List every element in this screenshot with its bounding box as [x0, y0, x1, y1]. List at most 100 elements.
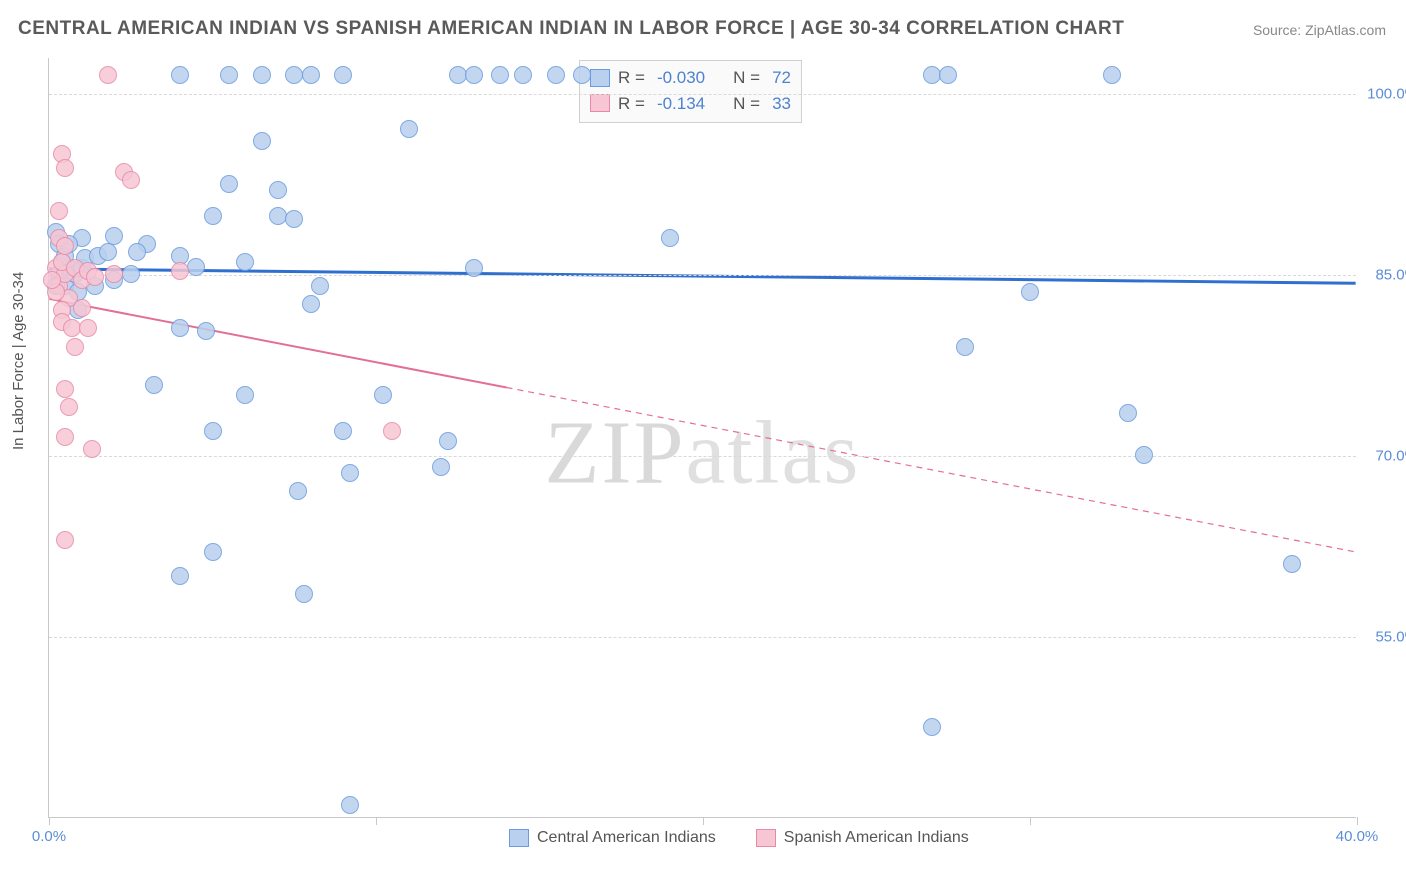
scatter-point	[573, 66, 591, 84]
scatter-point	[83, 440, 101, 458]
scatter-point	[122, 265, 140, 283]
gridline-h	[49, 275, 1356, 276]
x-tick	[49, 817, 50, 825]
scatter-point	[56, 380, 74, 398]
source-label: Source: ZipAtlas.com	[1253, 22, 1386, 38]
scatter-point	[63, 319, 81, 337]
scatter-point	[939, 66, 957, 84]
scatter-point	[187, 258, 205, 276]
scatter-point	[1135, 446, 1153, 464]
scatter-point	[145, 376, 163, 394]
scatter-point	[302, 295, 320, 313]
scatter-point	[432, 458, 450, 476]
scatter-point	[341, 464, 359, 482]
trend-lines-svg	[49, 58, 1356, 817]
y-tick-label: 55.0%	[1362, 629, 1406, 646]
legend-swatch	[590, 94, 610, 112]
scatter-point	[99, 243, 117, 261]
legend-correlation-row: R = -0.030 N = 72	[590, 65, 791, 91]
gridline-h	[49, 456, 1356, 457]
scatter-point	[383, 422, 401, 440]
scatter-point	[220, 175, 238, 193]
scatter-point	[128, 243, 146, 261]
scatter-point	[465, 259, 483, 277]
scatter-point	[171, 567, 189, 585]
scatter-point	[334, 66, 352, 84]
scatter-point	[491, 66, 509, 84]
scatter-point	[105, 265, 123, 283]
scatter-point	[547, 66, 565, 84]
scatter-point	[1103, 66, 1121, 84]
scatter-point	[295, 585, 313, 603]
chart-title: CENTRAL AMERICAN INDIAN VS SPANISH AMERI…	[18, 18, 1124, 40]
scatter-point	[400, 120, 418, 138]
scatter-point	[285, 210, 303, 228]
scatter-point	[923, 718, 941, 736]
scatter-point	[253, 66, 271, 84]
scatter-point	[289, 482, 307, 500]
scatter-point	[56, 531, 74, 549]
x-tick-label: 40.0%	[1336, 828, 1379, 845]
scatter-point	[171, 262, 189, 280]
legend-series-label: Central American Indians	[537, 829, 716, 847]
scatter-point	[50, 202, 68, 220]
legend-swatch	[509, 829, 529, 847]
scatter-point	[99, 66, 117, 84]
n-label: N =	[733, 65, 760, 91]
scatter-point	[302, 66, 320, 84]
scatter-point	[105, 227, 123, 245]
legend-series-label: Spanish American Indians	[784, 829, 969, 847]
legend-series-item: Spanish American Indians	[756, 829, 969, 847]
scatter-point	[334, 422, 352, 440]
scatter-point	[253, 132, 271, 150]
scatter-point	[269, 181, 287, 199]
scatter-point	[1283, 555, 1301, 573]
scatter-point	[66, 338, 84, 356]
x-tick	[703, 817, 704, 825]
scatter-point	[56, 428, 74, 446]
scatter-point	[122, 171, 140, 189]
scatter-point	[220, 66, 238, 84]
scatter-point	[197, 322, 215, 340]
scatter-point	[171, 319, 189, 337]
scatter-point	[374, 386, 392, 404]
scatter-point	[923, 66, 941, 84]
scatter-point	[285, 66, 303, 84]
scatter-point	[60, 398, 78, 416]
gridline-h	[49, 94, 1356, 95]
r-label: R =	[618, 65, 645, 91]
scatter-point	[465, 66, 483, 84]
y-tick-label: 100.0%	[1362, 86, 1406, 103]
r-value: -0.030	[657, 65, 705, 91]
y-axis-label: In Labor Force | Age 30-34	[10, 272, 27, 450]
legend-swatch	[756, 829, 776, 847]
x-tick	[1030, 817, 1031, 825]
scatter-point	[449, 66, 467, 84]
scatter-point	[311, 277, 329, 295]
legend-swatch	[590, 69, 610, 87]
gridline-h	[49, 637, 1356, 638]
scatter-point	[73, 299, 91, 317]
scatter-point	[1119, 404, 1137, 422]
x-tick	[376, 817, 377, 825]
x-tick-label: 0.0%	[32, 828, 66, 845]
scatter-point	[269, 207, 287, 225]
scatter-point	[56, 237, 74, 255]
n-value: 72	[772, 65, 791, 91]
scatter-point	[86, 268, 104, 286]
scatter-point	[204, 543, 222, 561]
scatter-point	[236, 386, 254, 404]
scatter-point	[43, 271, 61, 289]
scatter-point	[204, 207, 222, 225]
scatter-point	[956, 338, 974, 356]
watermark: ZIPatlas	[545, 401, 861, 504]
scatter-point	[204, 422, 222, 440]
scatter-point	[1021, 283, 1039, 301]
scatter-point	[79, 319, 97, 337]
y-tick-label: 85.0%	[1362, 267, 1406, 284]
scatter-point	[341, 796, 359, 814]
scatter-point	[514, 66, 532, 84]
x-tick	[1357, 817, 1358, 825]
scatter-point	[236, 253, 254, 271]
scatter-point	[171, 66, 189, 84]
